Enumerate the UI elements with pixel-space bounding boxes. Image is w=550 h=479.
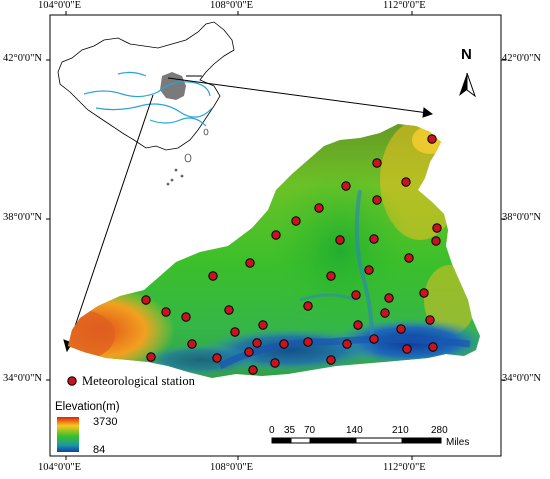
inset-study-region [160,72,186,100]
station-marker [432,223,442,233]
station-legend-label: Meteorological station [82,374,195,388]
station-marker [141,295,151,305]
station-marker [248,365,258,375]
station-marker [372,195,382,205]
station-marker [291,216,301,226]
station-marker [428,342,438,352]
station-marker [146,352,156,362]
lon-label-top-112: 112°0'0"E [383,0,426,11]
scale-bar [271,437,442,444]
station-marker [245,258,255,268]
inset-islands [166,128,209,186]
station-marker [341,181,351,191]
station-marker [425,315,435,325]
lat-label-right-38: 38°0'0"N [502,212,541,223]
scale-tick-210: 210 [392,425,409,436]
station-marker [187,339,197,349]
station-marker [303,301,313,311]
scale-tick-140: 140 [346,425,363,436]
station-marker [303,337,313,347]
station-marker [224,305,234,315]
north-arrow-icon [459,72,477,98]
station-marker [270,358,280,368]
station-marker [404,253,414,263]
station-marker [271,230,281,240]
station-marker [431,236,441,246]
station-marker [335,235,345,245]
lon-label-bottom-108: 108°0'0"E [210,462,254,473]
elevation-ramp [57,417,79,452]
lon-label-top-108: 108°0'0"E [210,0,254,11]
inset-pointer-arrows [63,75,434,353]
station-marker [380,308,390,318]
scale-unit: Miles [446,437,470,448]
scale-tick-280: 280 [431,425,448,436]
station-marker [372,158,382,168]
station-marker [326,355,336,365]
station-marker [258,320,268,330]
station-marker [244,347,254,357]
station-marker [181,312,191,322]
station-marker [369,234,379,244]
station-marker [384,293,394,303]
station-layer [141,134,442,375]
station-marker [351,290,361,300]
lat-label-left-34: 34°0'0"N [3,373,42,384]
elevation-legend-title: Elevation(m) [55,401,120,413]
elevation-max-label: 3730 [93,416,118,428]
lat-label-right-42: 42°0'0"N [502,53,541,64]
station-marker [252,338,262,348]
station-marker [427,134,437,144]
north-arrow-label: N [461,46,472,63]
station-marker [364,265,374,275]
lat-label-right-34: 34°0'0"N [502,373,541,384]
scale-tick-0: 0 [269,425,275,436]
lat-label-left-38: 38°0'0"N [3,212,42,223]
inset-rivers [83,71,213,127]
lon-label-top-104: 104°0'0"E [38,0,82,11]
station-marker [314,203,324,213]
station-marker [342,339,352,349]
graticule-ticks [46,11,505,460]
lon-label-bottom-104: 104°0'0"E [38,462,82,473]
station-marker [230,327,240,337]
inset-china-map [57,21,235,186]
station-marker [369,334,379,344]
station-marker [419,288,429,298]
station-marker [161,307,171,317]
elevation-min-label: 84 [93,444,106,456]
station-marker [212,353,222,363]
scale-tick-35: 35 [284,425,296,436]
station-marker [279,339,289,349]
station-marker [326,271,336,281]
lat-label-left-42: 42°0'0"N [3,53,42,64]
station-marker [208,271,218,281]
station-marker [402,344,412,354]
scale-tick-70: 70 [304,425,316,436]
station-marker [401,177,411,187]
lon-label-bottom-112: 112°0'0"E [383,462,426,473]
station-marker [396,324,406,334]
station-marker [353,320,363,330]
legend-station-symbol [67,376,77,386]
